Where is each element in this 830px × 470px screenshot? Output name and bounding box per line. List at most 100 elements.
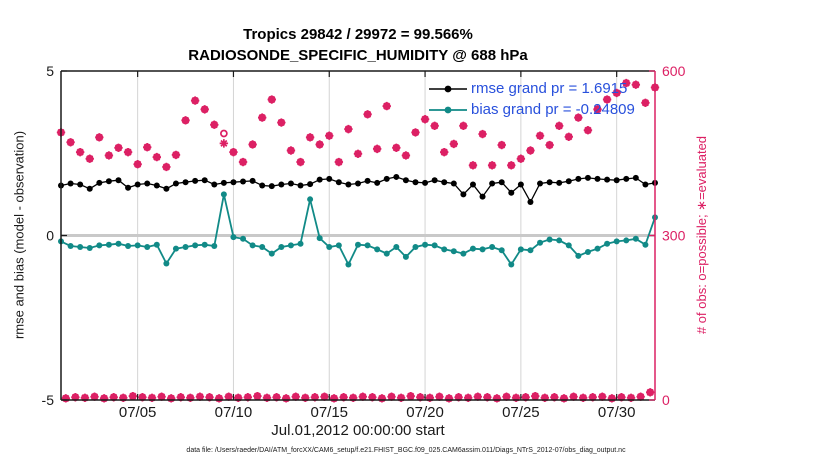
obs-evaluated-marker: [162, 162, 171, 172]
bias-point: [355, 241, 361, 248]
rmse-point: [220, 179, 227, 186]
obs-possible-marker: [105, 151, 113, 160]
rmse-point: [115, 177, 122, 184]
rmse-point: [77, 181, 84, 188]
obs-possible-marker: [253, 392, 262, 401]
plot-title-line2: RADIOSONDE_SPECIFIC_HUMIDITY @ 688 hPa: [188, 47, 528, 64]
bias-point: [469, 245, 476, 252]
obs-possible-marker: [449, 140, 458, 148]
obs-possible-marker: [507, 161, 516, 170]
obs-evaluated-marker: [358, 392, 367, 401]
rmse-point: [67, 180, 74, 187]
bias-point: [326, 244, 333, 251]
obs-possible-marker: [186, 393, 195, 402]
obs-possible-marker: [152, 153, 161, 161]
rmse-point: [211, 181, 218, 188]
obs-possible-marker: [191, 96, 199, 105]
obs-evaluated-marker: [234, 393, 243, 403]
obs-possible-marker: [641, 98, 650, 107]
obs-possible-marker: [148, 393, 156, 402]
bias-point: [105, 241, 112, 248]
rmse-point: [613, 177, 620, 184]
obs-evaluated-marker: [248, 140, 257, 149]
obs-evaluated-marker: [516, 154, 526, 163]
obs-possible-marker: [258, 113, 267, 122]
rmse-point: [632, 174, 639, 181]
obs-evaluated-marker: [147, 393, 157, 403]
rmse-point: [393, 173, 400, 180]
obs-evaluated-marker: [425, 393, 435, 403]
obs-evaluated-marker: [353, 149, 363, 158]
obs-possible-marker: [263, 393, 271, 402]
obs-evaluated-marker: [602, 95, 612, 104]
obs-evaluated-marker: [301, 393, 310, 403]
bias-point: [134, 242, 141, 249]
rmse-point: [575, 175, 582, 182]
bias-point: [172, 245, 179, 252]
obs-evaluated-marker: [205, 393, 214, 402]
obs-possible-marker: [430, 121, 439, 130]
obs-evaluated-marker: [176, 393, 185, 402]
obs-evaluated-marker: [502, 392, 511, 401]
obs-possible-marker: [612, 89, 621, 97]
obs-evaluated-marker: [257, 113, 267, 122]
obs-evaluated-marker: [372, 144, 382, 154]
obs-possible-marker: [234, 393, 243, 402]
y-right-tick-label: 600: [662, 63, 686, 79]
obs-possible-marker: [411, 128, 420, 137]
obs-evaluated-marker: [444, 394, 454, 403]
obs-evaluated-marker: [166, 394, 176, 403]
obs-evaluated-marker: [219, 139, 229, 148]
obs-possible-marker: [220, 129, 228, 138]
bias-point: [240, 235, 247, 242]
obs-possible-marker: [143, 143, 152, 152]
bias-point: [460, 250, 467, 257]
y-left-tick-label: -5: [42, 392, 55, 408]
rmse-point: [134, 181, 141, 188]
rmse-point: [163, 185, 170, 192]
bias-point: [86, 245, 93, 252]
obs-evaluated-marker: [277, 118, 286, 127]
obs-evaluated-marker: [195, 392, 205, 401]
rmse-point: [307, 181, 314, 188]
obs-evaluated-marker: [119, 393, 128, 403]
obs-possible-marker: [200, 105, 209, 114]
rmse-point: [422, 179, 429, 186]
obs-possible-marker: [378, 394, 386, 403]
obs-evaluated-marker: [583, 126, 593, 135]
obs-evaluated-marker: [511, 393, 521, 403]
rmse-point: [508, 189, 515, 196]
obs-evaluated-marker: [272, 393, 281, 402]
obs-evaluated-marker: [157, 392, 166, 401]
rmse-point: [441, 179, 448, 186]
rmse-point: [431, 177, 438, 184]
obs-evaluated-marker: [622, 78, 631, 88]
obs-possible-marker: [526, 146, 535, 155]
bias-point: [268, 250, 275, 257]
obs-evaluated-marker: [210, 120, 219, 129]
rmse-point: [230, 179, 237, 186]
obs-possible-marker: [210, 120, 219, 129]
obs-evaluated-marker: [435, 392, 444, 401]
rmse-point: [537, 180, 544, 187]
obs-evaluated-marker: [61, 394, 70, 403]
rmse-point: [355, 180, 361, 187]
bias-point: [96, 242, 103, 249]
x-tick-label: 07/10: [215, 404, 253, 421]
obs-evaluated-marker: [554, 121, 564, 131]
obs-possible-marker: [95, 133, 104, 142]
obs-evaluated-marker: [109, 393, 118, 402]
legend-label-rmse: rmse grand pr = 1.6915: [471, 80, 628, 97]
obs-possible-marker: [277, 118, 286, 127]
obs-possible-marker: [172, 151, 180, 159]
rmse-point: [489, 180, 496, 187]
obs-evaluated-marker: [253, 391, 262, 401]
rmse-point: [192, 177, 199, 184]
obs-possible-marker: [531, 392, 540, 401]
obs-evaluated-marker: [574, 113, 583, 122]
obs-possible-marker: [373, 145, 382, 153]
bias-point: [153, 241, 160, 248]
obs-evaluated-marker: [540, 393, 550, 403]
y-right-tick-label: 300: [662, 228, 686, 244]
bias-line: [60, 194, 656, 267]
